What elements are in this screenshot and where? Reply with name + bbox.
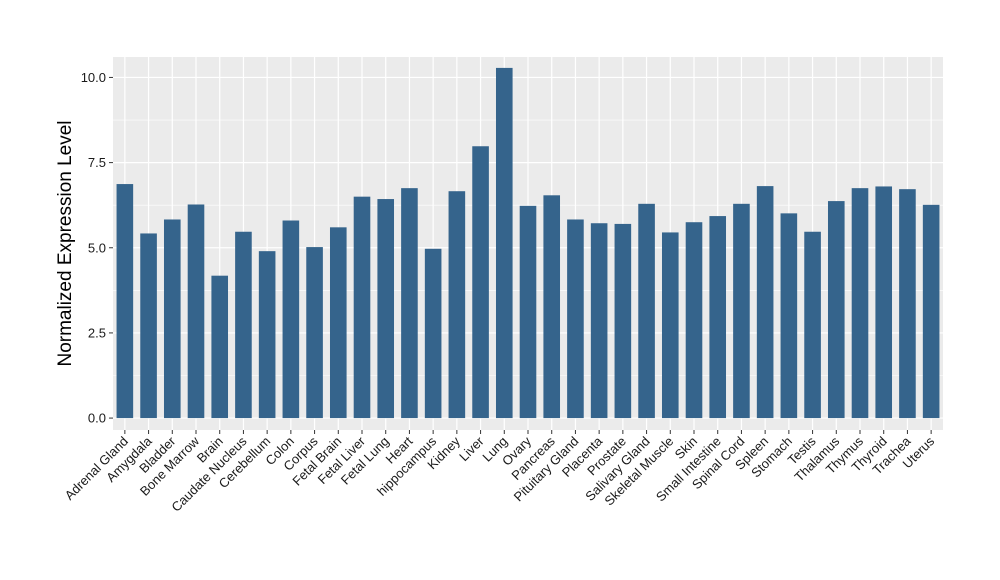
bar: [401, 188, 418, 419]
bar: [804, 231, 821, 419]
bar: [661, 232, 679, 419]
bar: [567, 219, 584, 419]
bar: [472, 146, 489, 419]
bar: [495, 67, 513, 419]
bar: [899, 189, 916, 419]
y-tick-label: 2.5: [88, 325, 106, 340]
y-axis-ticks: 0.0 2.5 5.0 7.5 10.0: [81, 70, 113, 426]
bar: [827, 201, 845, 419]
bar: [448, 191, 466, 419]
bar: [140, 233, 157, 419]
bar: [780, 213, 798, 419]
bar: [756, 186, 774, 419]
bar: [306, 247, 323, 419]
bar: [614, 223, 632, 419]
y-tick-label: 0.0: [88, 411, 106, 426]
bar: [851, 188, 869, 419]
bar: [685, 222, 703, 419]
bar: [638, 203, 655, 419]
y-axis-title: Normalized Expression Level: [55, 120, 76, 366]
bar: [733, 203, 750, 419]
bar: [543, 195, 561, 419]
bar: [187, 204, 205, 419]
bar: [258, 251, 276, 419]
bar: [377, 199, 395, 419]
y-tick-label: 7.5: [88, 155, 106, 170]
bar: [353, 196, 371, 419]
bar: [329, 227, 347, 419]
bar: [875, 186, 893, 419]
y-tick-label: 10.0: [81, 70, 106, 85]
bar: [590, 223, 608, 419]
bar: [163, 219, 181, 419]
bars: [116, 67, 940, 419]
bar: [424, 248, 442, 419]
bar: [116, 184, 134, 419]
bar: [235, 231, 252, 419]
y-tick-label: 5.0: [88, 240, 106, 255]
bar: [282, 220, 300, 419]
bar: [709, 216, 727, 419]
bar: [519, 205, 537, 419]
bar: [211, 275, 229, 419]
bar: [922, 204, 940, 419]
x-tick-label: Liver: [456, 433, 487, 464]
